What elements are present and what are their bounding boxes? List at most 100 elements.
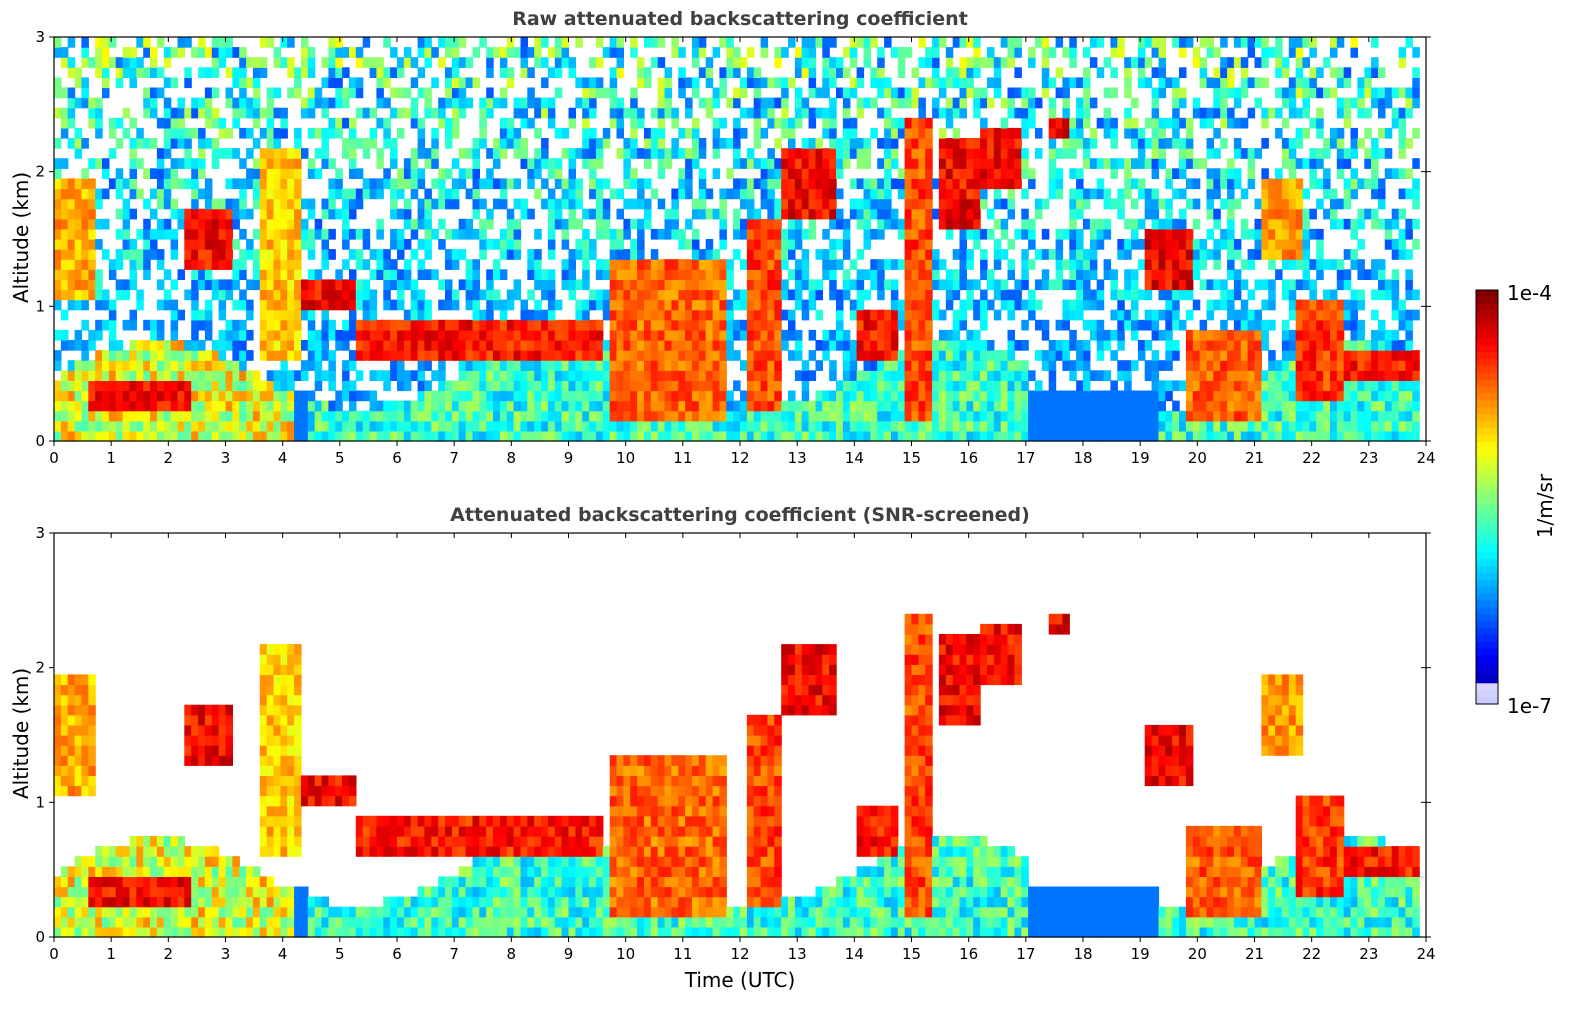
x-tick-label: 6: [392, 945, 402, 963]
colorbar-segment: [1476, 414, 1498, 422]
y-tick-label: 0: [35, 432, 45, 450]
x-tick-label: 5: [335, 945, 345, 963]
colorbar-segment: [1476, 407, 1498, 415]
x-tick-label: 1: [106, 449, 116, 467]
colorbar-segment: [1476, 655, 1498, 664]
x-tick-label: 17: [1016, 945, 1035, 963]
x-tick-label: 11: [673, 945, 692, 963]
x-tick-label: 18: [1073, 945, 1092, 963]
colorbar-segment: [1476, 559, 1498, 567]
colorbar-segment: [1476, 490, 1498, 498]
colorbar-segment: [1476, 635, 1498, 643]
colorbar-segment: [1476, 648, 1498, 657]
heatmap-cells: [54, 37, 1426, 442]
x-axis-label: Time (UTC): [684, 968, 796, 992]
colorbar-segment: [1476, 614, 1498, 622]
x-tick-label: 7: [449, 449, 459, 467]
top-panel-title: Raw attenuated backscattering coefficien…: [512, 8, 968, 30]
colorbar-max-label: 1e-4: [1507, 281, 1552, 305]
x-tick-label: 2: [164, 945, 174, 963]
y-tick-label: 1: [35, 297, 45, 315]
colorbar-segment: [1476, 469, 1498, 477]
colorbar-segment: [1476, 662, 1498, 671]
x-tick-label: 24: [1416, 945, 1435, 963]
x-tick-label: 10: [616, 449, 635, 467]
colorbar-segment: [1476, 579, 1498, 588]
colorbar-segment: [1476, 379, 1498, 388]
colorbar-segment: [1476, 683, 1498, 691]
colorbar-segment: [1476, 497, 1498, 505]
x-tick-label: 0: [49, 945, 59, 963]
x-tick-label: 14: [845, 945, 864, 963]
colorbar-segment: [1476, 483, 1498, 491]
x-tick-label: 10: [616, 945, 635, 963]
colorbar: [1475, 289, 1499, 705]
x-tick-label: 8: [507, 449, 517, 467]
colorbar-segment: [1476, 296, 1498, 305]
x-tick-label: 4: [278, 945, 288, 963]
x-tick-label: 16: [959, 945, 978, 963]
x-tick-label: 3: [221, 945, 231, 963]
colorbar-segment: [1476, 628, 1498, 636]
colorbar-segment: [1476, 352, 1498, 360]
y-tick-label: 2: [35, 163, 45, 181]
colorbar-segment: [1476, 331, 1498, 339]
x-tick-label: 1: [106, 945, 116, 963]
x-tick-label: 15: [902, 945, 921, 963]
colorbar-segment: [1476, 676, 1498, 684]
x-tick-label: 7: [449, 945, 459, 963]
x-tick-label: 8: [507, 945, 517, 963]
x-tick-label: 13: [788, 945, 807, 963]
colorbar-segment: [1476, 428, 1498, 436]
colorbar-frame: [1475, 289, 1499, 705]
colorbar-segment: [1476, 600, 1498, 608]
colorbar-segment: [1476, 290, 1498, 298]
colorbar-segment: [1476, 697, 1498, 705]
top-heatmap-plot: 0 1 2 3 4 5 6 7 8 9 10 11 12 13 14 15 16 17 18 19 20 21 22 23 24…: [35, 28, 1435, 467]
y-tick-label: 2: [35, 659, 45, 677]
colorbar-segment: [1476, 552, 1498, 560]
colorbar-segment: [1476, 455, 1498, 464]
colorbar-segment: [1476, 586, 1498, 595]
colorbar-min-label: 1e-7: [1507, 694, 1552, 718]
colorbar-segment: [1476, 517, 1498, 526]
colorbar-segment: [1476, 641, 1498, 650]
x-tick-label: 23: [1359, 945, 1378, 963]
colorbar-segment: [1476, 503, 1498, 512]
y-tick-label: 3: [35, 524, 45, 542]
x-tick-label: 11: [673, 449, 692, 467]
colorbar-segment: [1476, 345, 1498, 353]
colorbar-segment: [1476, 317, 1498, 326]
x-tick-label: 12: [730, 449, 749, 467]
x-tick-label: 0: [49, 449, 59, 467]
x-tick-label: 19: [1131, 449, 1150, 467]
colorbar-segment: [1476, 593, 1498, 602]
colorbar-segment: [1476, 365, 1498, 374]
x-tick-label: 16: [959, 449, 978, 467]
x-tick-label: 5: [335, 449, 345, 467]
x-tick-label: 12: [730, 945, 749, 963]
heatmap-cells: [54, 533, 1426, 938]
colorbar-segment: [1476, 393, 1498, 401]
colorbar-segment: [1476, 669, 1498, 677]
colorbar-segment: [1476, 359, 1498, 367]
x-tick-label: 4: [278, 449, 288, 467]
colorbar-segment: [1476, 476, 1498, 484]
colorbar-segment: [1476, 400, 1498, 408]
bottom-heatmap-plot: 0 1 2 3 4 5 6 7 8 9 10 11 12 13 14 15 16 17 18 19 20 21 22 23 24…: [35, 524, 1435, 963]
x-tick-label: 14: [845, 449, 864, 467]
x-tick-label: 2: [164, 449, 174, 467]
colorbar-segment: [1476, 462, 1498, 470]
colorbar-segment: [1476, 324, 1498, 332]
colorbar-segment: [1476, 621, 1498, 629]
bottom-panel-title: Attenuated backscattering coefficient (S…: [450, 504, 1030, 526]
x-tick-label: 22: [1302, 945, 1321, 963]
x-tick-label: 6: [392, 449, 402, 467]
x-tick-label: 18: [1073, 449, 1092, 467]
colorbar-segment: [1476, 303, 1498, 312]
colorbar-segment: [1476, 372, 1498, 381]
colorbar-segment: [1476, 441, 1498, 450]
x-tick-label: 17: [1016, 449, 1035, 467]
x-tick-label: 21: [1245, 945, 1264, 963]
y-tick-label: 1: [35, 793, 45, 811]
